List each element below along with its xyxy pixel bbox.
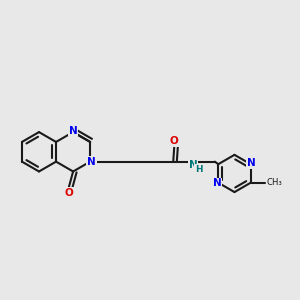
Text: N: N xyxy=(69,126,77,136)
Text: CH₃: CH₃ xyxy=(266,178,282,187)
Text: N: N xyxy=(189,160,197,170)
Text: O: O xyxy=(64,188,73,198)
Text: N: N xyxy=(87,157,96,166)
Text: H: H xyxy=(195,165,202,174)
Text: N: N xyxy=(213,178,222,188)
Text: N: N xyxy=(247,158,256,168)
Text: O: O xyxy=(170,136,179,146)
